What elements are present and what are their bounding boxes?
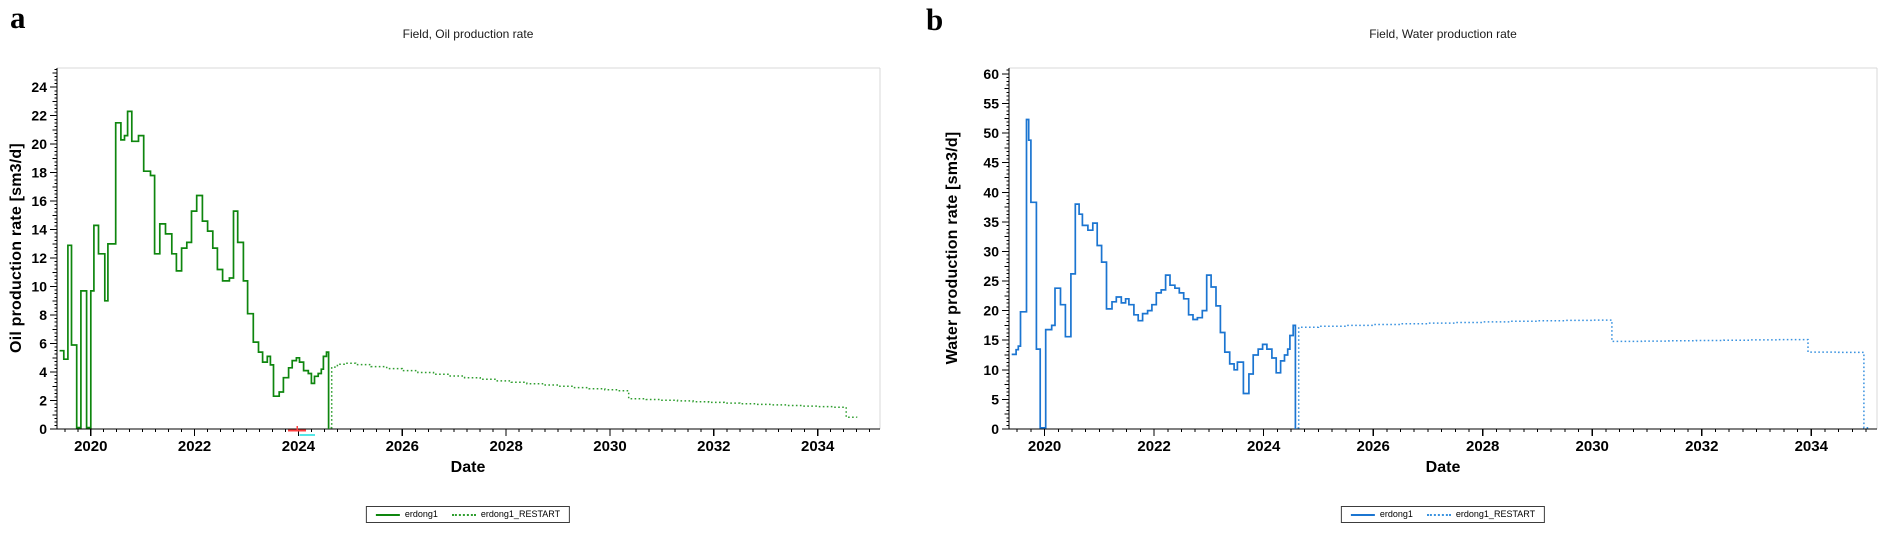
- svg-text:2032: 2032: [1685, 438, 1718, 455]
- svg-text:2032: 2032: [697, 438, 730, 455]
- svg-text:2020: 2020: [74, 438, 107, 455]
- svg-text:40: 40: [983, 184, 999, 200]
- svg-text:2024: 2024: [1247, 438, 1281, 455]
- svg-text:5: 5: [991, 391, 999, 407]
- svg-text:18: 18: [31, 165, 47, 181]
- svg-text:2030: 2030: [593, 438, 626, 455]
- svg-text:20: 20: [31, 136, 47, 152]
- oil-y-axis-label: Oil production rate [sm3/d]: [8, 143, 25, 353]
- svg-text:30: 30: [983, 243, 999, 259]
- legend-item-restart: erdong1_RESTART: [1426, 509, 1536, 519]
- solid-line-sample: [375, 513, 400, 516]
- oil-chart-title: Field, Oil production rate: [402, 27, 534, 41]
- water-legend: erdong1 erdong1_RESTART: [1340, 506, 1546, 523]
- svg-text:2022: 2022: [178, 438, 211, 455]
- svg-text:12: 12: [31, 250, 47, 266]
- svg-text:2026: 2026: [1356, 438, 1389, 455]
- svg-text:2020: 2020: [1028, 438, 1061, 455]
- svg-text:20: 20: [983, 303, 999, 319]
- water-chart-title: Field, Water production rate: [1369, 27, 1517, 41]
- legend-label: erdong1_RESTART: [480, 509, 561, 519]
- legend-label: erdong1: [1379, 509, 1413, 519]
- oil-legend: erdong1 erdong1_RESTART: [365, 506, 571, 523]
- water-chart: 0 5 10 15 20 25 30 35 40 45 50 55 60 2020 2022 2024 2026…: [983, 66, 1878, 455]
- oil-restart-line: [330, 362, 858, 429]
- svg-text:2030: 2030: [1576, 438, 1609, 455]
- svg-text:2028: 2028: [1466, 438, 1499, 455]
- water-history-line: [1011, 118, 1297, 429]
- svg-text:2034: 2034: [801, 438, 835, 455]
- svg-text:24: 24: [31, 79, 47, 95]
- svg-text:4: 4: [39, 364, 47, 380]
- oil-x-axis-label: Date: [450, 459, 486, 476]
- svg-text:55: 55: [983, 96, 999, 112]
- svg-text:0: 0: [39, 421, 47, 437]
- legend-item-history: erdong1: [1350, 509, 1413, 519]
- svg-text:14: 14: [31, 222, 47, 238]
- svg-text:8: 8: [39, 307, 47, 323]
- legend-item-restart: erdong1_RESTART: [451, 509, 561, 519]
- dotted-line-sample: [451, 513, 476, 516]
- svg-text:16: 16: [31, 193, 47, 209]
- svg-text:2024: 2024: [282, 438, 316, 455]
- svg-text:6: 6: [39, 336, 47, 352]
- svg-text:22: 22: [31, 108, 47, 124]
- svg-text:0: 0: [991, 421, 999, 437]
- solid-line-sample: [1350, 513, 1375, 516]
- dotted-line-sample: [1426, 513, 1451, 516]
- legend-label: erdong1_RESTART: [1455, 509, 1536, 519]
- svg-text:15: 15: [983, 332, 999, 348]
- panel-a-label: a: [10, 0, 26, 35]
- svg-text:2022: 2022: [1137, 438, 1170, 455]
- svg-text:45: 45: [983, 155, 999, 171]
- svg-text:35: 35: [983, 214, 999, 230]
- svg-text:10: 10: [31, 279, 47, 295]
- water-restart-line: [1297, 319, 1871, 429]
- svg-text:2028: 2028: [489, 438, 522, 455]
- oil-history-line: [59, 110, 330, 429]
- legend-label: erdong1: [404, 509, 438, 519]
- water-y-axis-label: Water production rate [sm3/d]: [944, 131, 961, 365]
- svg-text:10: 10: [983, 362, 999, 378]
- svg-text:2034: 2034: [1795, 438, 1829, 455]
- svg-text:50: 50: [983, 125, 999, 141]
- panel-b-label: b: [926, 2, 944, 37]
- svg-text:60: 60: [983, 66, 999, 82]
- svg-text:2: 2: [39, 393, 47, 409]
- legend-item-history: erdong1: [375, 509, 438, 519]
- water-x-axis-label: Date: [1425, 459, 1461, 476]
- svg-text:2026: 2026: [386, 438, 419, 455]
- svg-text:25: 25: [983, 273, 999, 289]
